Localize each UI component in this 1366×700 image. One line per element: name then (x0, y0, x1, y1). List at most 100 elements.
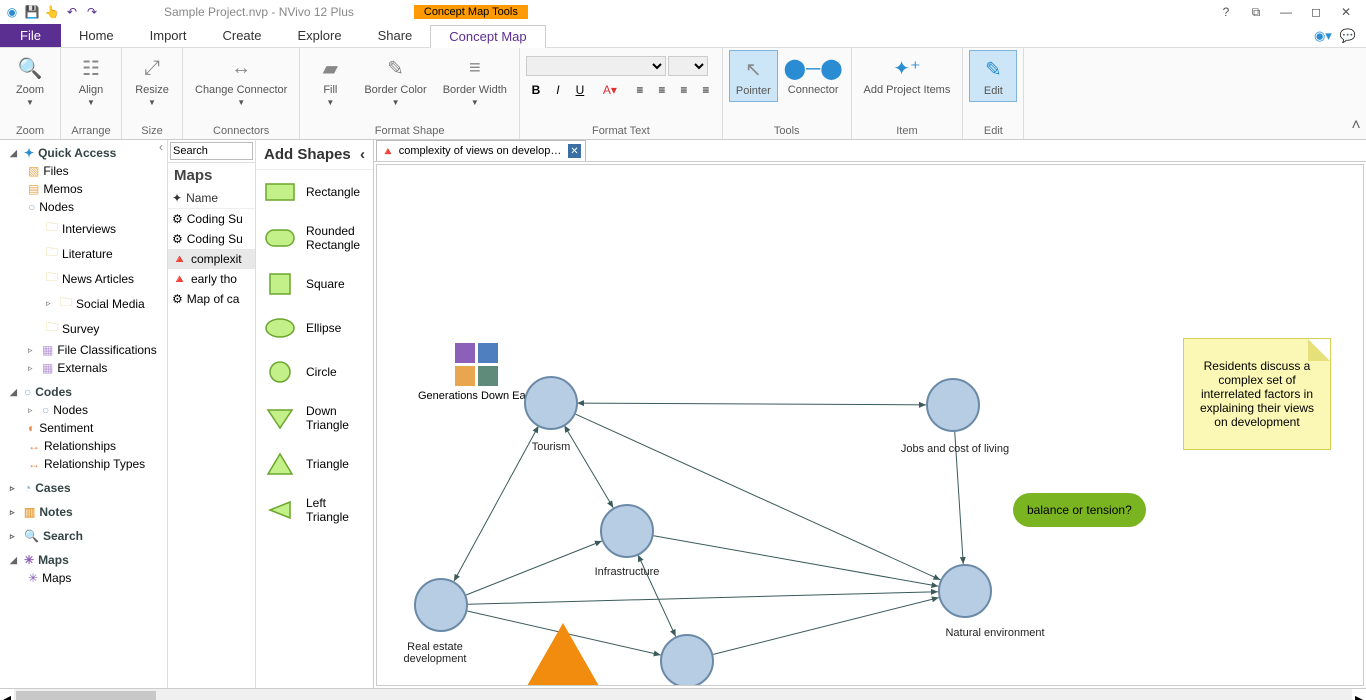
nav-collapse-button[interactable]: ‹ (155, 140, 167, 154)
tab-explore[interactable]: Explore (280, 24, 360, 47)
nav-codes[interactable]: ◢○Codes (2, 383, 165, 401)
edit-button[interactable]: ✎ Edit (969, 50, 1017, 102)
nav-sentiment[interactable]: ◐Sentiment (2, 419, 165, 437)
resize-button[interactable]: ⤢ Resize ▼ (128, 50, 176, 111)
save-icon[interactable]: 💾 (24, 4, 40, 20)
border-width-button[interactable]: ≡ Border Width ▼ (437, 50, 513, 111)
nav-files[interactable]: ▧Files (2, 162, 165, 180)
nav-externals-label: Externals (57, 361, 107, 375)
ribbon-display-icon[interactable]: ⧉ (1246, 5, 1266, 20)
zoom-button[interactable]: 🔍 Zoom ▼ (6, 50, 54, 111)
shape-item-roundrect[interactable]: Rounded Rectangle (256, 214, 373, 262)
nav-maps[interactable]: ◢✳Maps (2, 551, 165, 569)
nav-relationships[interactable]: ↔Relationships (2, 437, 165, 455)
node-jobs[interactable] (926, 378, 980, 432)
underline-button[interactable]: U (570, 80, 590, 100)
maximize-icon[interactable]: ◻ (1306, 5, 1326, 20)
maps-list-item[interactable]: 🔺early tho (168, 269, 255, 289)
nav-social[interactable]: ▹🗀Social Media (2, 291, 165, 316)
help-icon[interactable]: ? (1216, 5, 1236, 20)
close-icon[interactable]: ✕ (1336, 5, 1356, 20)
nav-codes-nodes[interactable]: ▹○Nodes (2, 401, 165, 419)
sticky-note[interactable]: Residents discuss a complex set of inter… (1183, 338, 1331, 450)
shape-item-circle[interactable]: Circle (256, 350, 373, 394)
shape-item-ellipse[interactable]: Ellipse (256, 306, 373, 350)
font-family-select[interactable] (526, 56, 666, 76)
nav-file-class[interactable]: ▹▦File Classifications (2, 341, 165, 359)
align-button[interactable]: ☷ Align ▼ (67, 50, 115, 111)
balance-annotation[interactable]: balance or tension? (1013, 493, 1146, 527)
nav-news[interactable]: 🗀News Articles (2, 266, 165, 291)
connector-button[interactable]: ⬤─⬤ Connector (782, 50, 845, 100)
maps-list-header[interactable]: ✦Name (168, 188, 255, 209)
shape-item-downtri[interactable]: Down Triangle (256, 394, 373, 442)
shape-item-tri[interactable]: Triangle (256, 442, 373, 486)
nav-search[interactable]: ▹🔍Search (2, 527, 165, 545)
nav-externals[interactable]: ▹▦Externals (2, 359, 165, 377)
lefttri-icon (264, 498, 296, 522)
maps-list-item[interactable]: ⚙Coding Su (168, 209, 255, 229)
nav-maps-child[interactable]: ✳Maps (2, 569, 165, 587)
horizontal-scrollbar[interactable]: ◂ ▸ (0, 688, 1366, 700)
node-natural[interactable] (938, 564, 992, 618)
doc-tab[interactable]: 🔺 complexity of views on development ✕ (376, 140, 586, 161)
nav-quick-access[interactable]: ◢✦Quick Access (2, 144, 165, 162)
shape-item-square[interactable]: Square (256, 262, 373, 306)
comment-icon[interactable]: 💬 (1340, 28, 1356, 44)
maps-search-input[interactable] (170, 142, 253, 160)
node-infra[interactable] (600, 504, 654, 558)
align-justify-button[interactable]: ≡ (696, 80, 716, 100)
touch-icon[interactable]: 👆 (44, 4, 60, 20)
fill-button[interactable]: ▰ Fill ▼ (306, 50, 354, 111)
maps-list-item[interactable]: ⚙Coding Su (168, 229, 255, 249)
font-size-select[interactable] (668, 56, 708, 76)
align-center-button[interactable]: ≡ (652, 80, 672, 100)
border-color-button[interactable]: ✎ Border Color ▼ (358, 50, 432, 111)
shapes-collapse-icon[interactable]: ‹ (360, 146, 365, 163)
close-tab-icon[interactable]: ✕ (568, 144, 581, 158)
tab-create[interactable]: Create (204, 24, 279, 47)
nav-memos[interactable]: ▤Memos (2, 180, 165, 198)
outside-influence-shape[interactable]: outside influence (483, 623, 643, 686)
nav-literature[interactable]: 🗀Literature (2, 241, 165, 266)
redo-icon[interactable]: ↷ (84, 4, 100, 20)
node-policy[interactable] (660, 634, 714, 686)
pointer-label: Pointer (736, 85, 771, 97)
fill-label: Fill (323, 84, 337, 96)
tab-share[interactable]: Share (360, 24, 431, 47)
nav-interviews[interactable]: 🗀Interviews (2, 216, 165, 241)
context-tool-label: Concept Map Tools (414, 5, 528, 19)
map-item-label: Coding Su (187, 212, 243, 226)
bold-button[interactable]: B (526, 80, 546, 100)
globe-icon[interactable]: ◉ (4, 4, 20, 20)
ribbon-collapse-button[interactable]: ˄ (1346, 48, 1366, 139)
shape-item-lefttri[interactable]: Left Triangle (256, 486, 373, 534)
account-icon[interactable]: ◉▾ (1314, 28, 1332, 44)
node-realestate[interactable] (414, 578, 468, 632)
node-tourism[interactable] (524, 376, 578, 430)
undo-icon[interactable]: ↶ (64, 4, 80, 20)
nav-nodes[interactable]: ○Nodes (2, 198, 165, 216)
shape-item-rect[interactable]: Rectangle (256, 170, 373, 214)
canvas[interactable]: Generations Down East outside influenceT… (376, 164, 1364, 686)
nav-notes[interactable]: ▹▥Notes (2, 503, 165, 521)
maps-list-panel: Maps ✦Name ⚙Coding Su⚙Coding Su🔺complexi… (168, 140, 256, 688)
minimize-icon[interactable]: — (1276, 5, 1296, 20)
nav-cases[interactable]: ▹◔Cases (2, 479, 165, 497)
nav-survey[interactable]: 🗀Survey (2, 316, 165, 341)
add-project-items-button[interactable]: ✦⁺ Add Project Items (858, 50, 957, 100)
maps-list-item[interactable]: 🔺complexit (168, 249, 255, 269)
nav-relationship-types[interactable]: ↔Relationship Types (2, 455, 165, 473)
italic-button[interactable]: I (548, 80, 568, 100)
map-item-label: Map of ca (187, 292, 240, 306)
maps-list-item[interactable]: ⚙Map of ca (168, 289, 255, 309)
align-left-button[interactable]: ≡ (630, 80, 650, 100)
tab-home[interactable]: Home (61, 24, 132, 47)
tab-file[interactable]: File (0, 24, 61, 47)
tab-import[interactable]: Import (132, 24, 205, 47)
font-color-button[interactable]: A▾ (600, 80, 620, 100)
tab-concept-map[interactable]: Concept Map (430, 25, 545, 48)
pointer-button[interactable]: ↖ Pointer (729, 50, 778, 102)
change-connector-button[interactable]: ↔ Change Connector ▼ (189, 50, 293, 111)
align-right-button[interactable]: ≡ (674, 80, 694, 100)
